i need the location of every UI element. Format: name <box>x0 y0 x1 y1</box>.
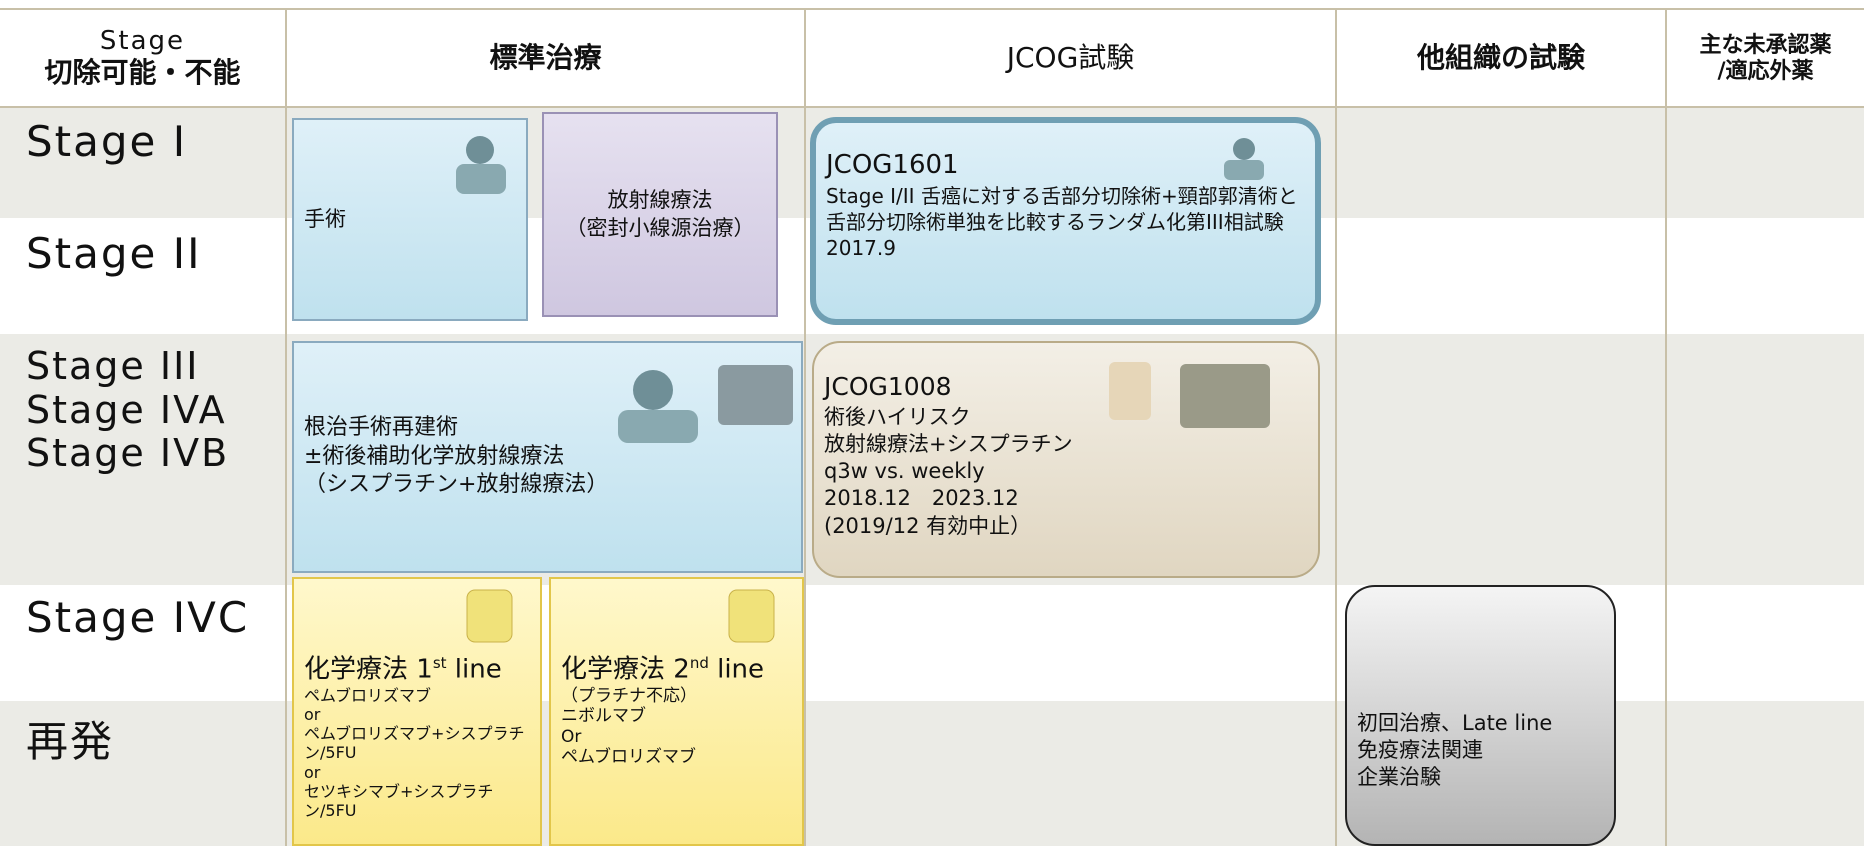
text-line: 2018.12 2023.12 <box>824 486 1019 511</box>
text-line: ペムブロリズマブ+シスプラチン/5FU <box>304 724 525 763</box>
rule <box>0 8 1864 10</box>
text-line: Stage I/II 舌癌に対する舌部分切除術+頸部郭清術と舌部分切除術単独を比… <box>826 183 1298 234</box>
text-line: 標準治療 <box>489 41 602 75</box>
text-line: 2017.9 <box>826 235 896 260</box>
col-rule <box>804 10 806 846</box>
title-part: 化学療法 2 <box>561 654 690 685</box>
header-cell: JCOG試験 <box>806 10 1335 107</box>
header-text: Stage <box>99 26 186 57</box>
text-line: 放射線療法+シスプラチン <box>824 431 1073 456</box>
col-rule <box>1335 10 1337 846</box>
col-rule <box>285 10 287 846</box>
text-line: 初回治療、Late line <box>1357 710 1553 735</box>
title-part: line <box>708 654 765 685</box>
text-line: 根治手術再建術 <box>304 415 459 441</box>
text-line: /適応外薬 <box>1717 58 1814 84</box>
title-part: 化学療法 1 <box>304 654 433 685</box>
text-line: （シスプラチン+放射線療法） <box>304 472 609 498</box>
radiation-box: 放射線療法 （密封小線源治療） <box>542 112 778 317</box>
text-line: 企業治験 <box>1357 765 1441 790</box>
text-line: （密封小線源治療） <box>565 215 755 240</box>
stage-label: Stage III Stage IVA Stage IVB <box>26 344 230 476</box>
title-sup: nd <box>689 654 709 672</box>
chemo-title: 化学療法 2nd line <box>561 654 792 686</box>
text-line: 他組織の試験 <box>1416 41 1585 75</box>
iv-drip-icon <box>466 589 513 643</box>
text-line: （プラチナ不応） <box>561 685 697 706</box>
stage-label: Stage II <box>26 229 202 278</box>
rule <box>0 106 1864 108</box>
trial-desc: Stage I/II 舌癌に対する舌部分切除術+頸部郭清術と舌部分切除術単独を比… <box>826 183 1305 261</box>
curative-box: 根治手術再建術 ±術後補助化学放射線療法 （シスプラチン+放射線療法） <box>292 341 803 573</box>
text-line: Or <box>561 726 582 747</box>
header-cell: 標準治療 <box>287 10 804 107</box>
trial-id: JCOG1008 <box>824 372 952 401</box>
text-line: Stage III <box>26 344 200 388</box>
col-rule <box>1665 10 1667 846</box>
text-line: セツキシマブ+シスプラチン/5FU <box>304 781 494 820</box>
header-cell: 主な未承認薬/適応外薬 <box>1667 10 1864 107</box>
treatment-icons <box>618 365 793 443</box>
text-line: 術後ハイリスク <box>824 404 971 429</box>
chemo-list: ペムブロリズマブ or ペムブロリズマブ+シスプラチン/5FU or セツキシマブ+シス… <box>304 686 530 820</box>
stage-label: Stage I <box>26 117 188 166</box>
text-line: q3w vs. weekly <box>824 459 985 484</box>
text-line: Stage IVA <box>26 387 227 432</box>
surgeon-icon <box>1224 138 1264 180</box>
text-line: 手術 <box>304 206 346 231</box>
header-cell: 他組織の試験 <box>1337 10 1665 107</box>
text-line: ペムブロリズマブ <box>304 685 432 705</box>
trial-id: JCOG1601 <box>826 150 959 180</box>
chemo-title: 化学療法 1st line <box>304 654 530 686</box>
header-cell: Stage 切除可能・不能 <box>0 10 285 107</box>
stage-label: 再発 <box>26 717 115 766</box>
text-line: ±術後補助化学放射線療法 <box>304 443 565 469</box>
surgeon-icon <box>456 136 506 194</box>
text-line: JCOG試験 <box>1006 41 1135 75</box>
text-line: ニボルマブ <box>561 706 646 727</box>
text-line: 免疫療法関連 <box>1357 737 1483 762</box>
title-part: line <box>446 654 502 685</box>
stage-label: Stage IVC <box>26 593 250 642</box>
text-line: or <box>304 762 321 782</box>
text-line: or <box>304 705 321 725</box>
text-line: (2019/12 有効中止） <box>824 513 1032 538</box>
treatment-icons <box>1109 362 1270 428</box>
header-text: 切除可能・不能 <box>44 56 241 90</box>
text-line: 主な未承認薬 <box>1699 33 1832 59</box>
chemo-list: （プラチナ不応） ニボルマブ Or ペムブロリズマブ <box>561 686 792 768</box>
trial-desc: 術後ハイリスク 放射線療法+シスプラチン q3w vs. weekly 2018.12… <box>824 404 1308 540</box>
text-line: ペムブロリズマブ <box>561 747 696 768</box>
other-trial-box: 初回治療、Late line 免疫療法関連 企業治験 <box>1345 585 1616 846</box>
text-line: 放射線療法 <box>607 188 713 213</box>
iv-drip-icon <box>728 589 775 643</box>
text-line: Stage IVB <box>26 431 230 476</box>
title-sup: st <box>432 654 447 672</box>
